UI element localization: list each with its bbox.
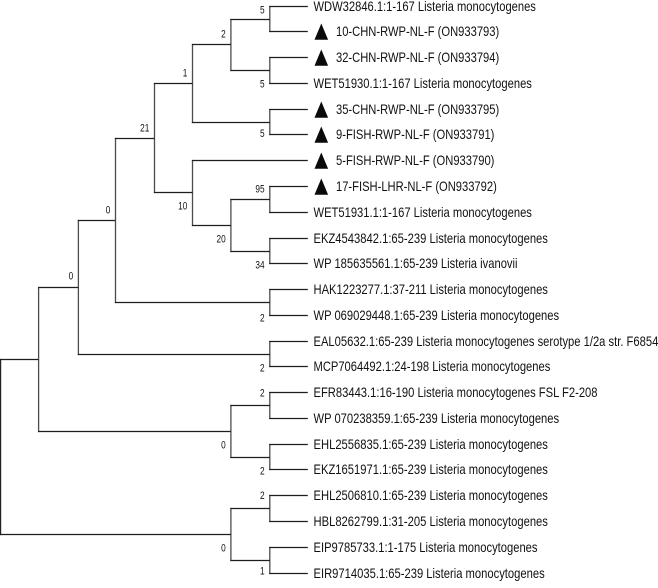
svg-text:WP 069029448.1:65-239 Listeria: WP 069029448.1:65-239 Listeria monocytog…: [314, 307, 560, 323]
svg-text:0: 0: [69, 271, 74, 283]
svg-text:34: 34: [255, 260, 264, 272]
svg-text:2: 2: [221, 29, 226, 41]
svg-text:1: 1: [183, 68, 188, 80]
svg-text:5: 5: [260, 5, 265, 17]
svg-text:0: 0: [221, 440, 226, 452]
svg-text:2: 2: [260, 313, 265, 325]
svg-text:WET51931.1:1-167 Listeria mono: WET51931.1:1-167 Listeria monocytogenes: [314, 204, 532, 220]
svg-text:20: 20: [217, 234, 226, 246]
svg-text:17-FISH-LHR-NL-F (ON933792): 17-FISH-LHR-NL-F (ON933792): [336, 178, 497, 194]
svg-text:EKZ1651971.1:65-239 Listeria m: EKZ1651971.1:65-239 Listeria monocytogen…: [314, 461, 548, 477]
svg-text:9-FISH-RWP-NL-F (ON933791): 9-FISH-RWP-NL-F (ON933791): [336, 126, 494, 142]
svg-text:1: 1: [260, 566, 265, 578]
svg-text:EFR83443.1:16-190 Listeria mon: EFR83443.1:16-190 Listeria monocytogenes…: [314, 384, 598, 400]
svg-text:HAK1223277.1:37-211 Listeria m: HAK1223277.1:37-211 Listeria monocytogen…: [314, 281, 548, 297]
svg-text:0: 0: [221, 543, 226, 555]
svg-text:2: 2: [260, 466, 265, 478]
svg-text:EAL05632.1:65-239 Listeria mon: EAL05632.1:65-239 Listeria monocytogenes…: [314, 333, 658, 349]
svg-text:10: 10: [178, 201, 187, 213]
svg-text:10-CHN-RWP-NL-F (ON933793): 10-CHN-RWP-NL-F (ON933793): [336, 23, 499, 39]
svg-text:2: 2: [260, 363, 265, 375]
svg-text:EHL2506810.1:65-239 Listeria m: EHL2506810.1:65-239 Listeria monocytogen…: [314, 487, 548, 503]
svg-text:5: 5: [260, 128, 265, 140]
svg-text:MCP7064492.1:24-198 Listeria m: MCP7064492.1:24-198 Listeria monocytogen…: [314, 358, 551, 374]
svg-text:2: 2: [260, 388, 265, 400]
svg-text:32-CHN-RWP-NL-F (ON933794): 32-CHN-RWP-NL-F (ON933794): [336, 49, 499, 65]
svg-text:21: 21: [140, 123, 149, 135]
svg-text:WET51930.1:1-167 Listeria mono: WET51930.1:1-167 Listeria monocytogenes: [314, 75, 532, 91]
svg-text:WP 185635561.1:65-239 Listeria: WP 185635561.1:65-239 Listeria ivanovii: [314, 255, 518, 271]
svg-text:0: 0: [106, 205, 111, 217]
svg-text:35-CHN-RWP-NL-F (ON933795): 35-CHN-RWP-NL-F (ON933795): [336, 101, 499, 117]
svg-text:EIP9785733.1:1-175 Listeria mo: EIP9785733.1:1-175 Listeria monocytogene…: [314, 539, 538, 555]
svg-text:95: 95: [255, 184, 264, 196]
svg-text:WDW32846.1:1-167 Listeria mono: WDW32846.1:1-167 Listeria monocytogenes: [314, 0, 536, 14]
svg-text:5: 5: [260, 79, 265, 91]
svg-text:EKZ4543842.1:65-239 Listeria m: EKZ4543842.1:65-239 Listeria monocytogen…: [314, 230, 548, 246]
svg-text:2: 2: [260, 490, 265, 502]
svg-text:EIR9714035.1:65-239 Listeria m: EIR9714035.1:65-239 Listeria monocytogen…: [314, 565, 545, 581]
svg-text:HBL8262799.1:31-205 Listeria m: HBL8262799.1:31-205 Listeria monocytogen…: [314, 513, 548, 529]
svg-text:WP 070238359.1:65-239 Listeria: WP 070238359.1:65-239 Listeria monocytog…: [314, 410, 560, 426]
svg-text:5-FISH-RWP-NL-F (ON933790): 5-FISH-RWP-NL-F (ON933790): [336, 152, 494, 168]
svg-text:EHL2556835.1:65-239 Listeria m: EHL2556835.1:65-239 Listeria monocytogen…: [314, 436, 548, 452]
